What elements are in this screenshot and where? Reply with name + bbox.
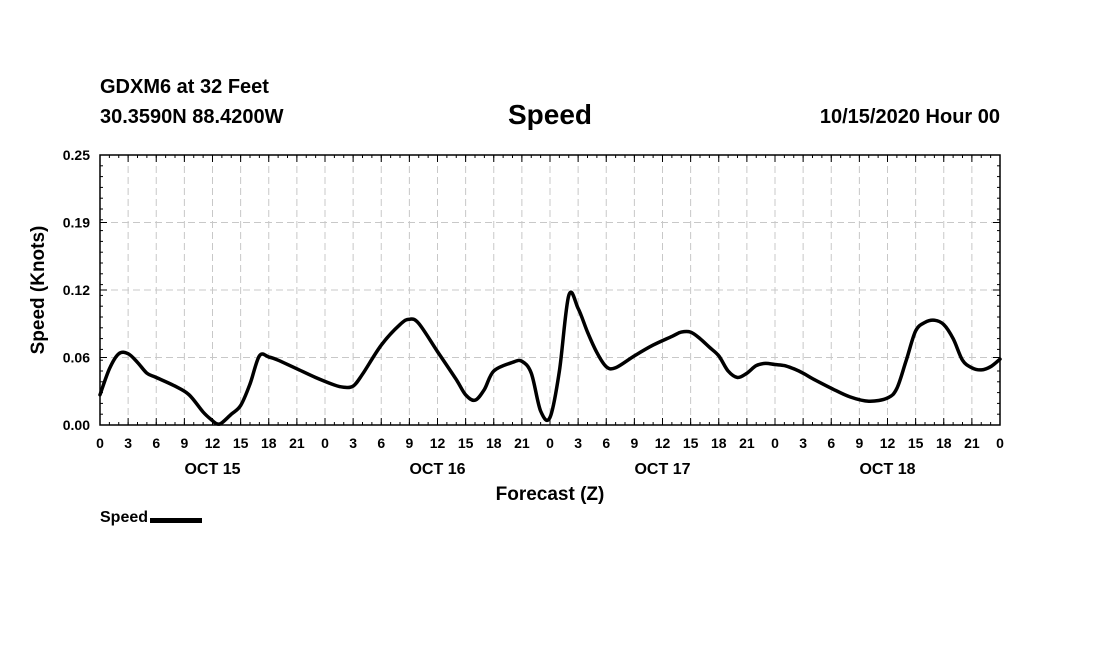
x-tick-label: 6 (827, 435, 835, 451)
x-tick-label: 12 (880, 435, 896, 451)
x-tick-label: 0 (771, 435, 779, 451)
x-axis-label: Forecast (Z) (496, 484, 605, 505)
legend-label: Speed (100, 509, 149, 526)
x-tick-label: 9 (405, 435, 413, 451)
day-label: OCT 18 (859, 461, 915, 478)
y-tick-label: 0.19 (63, 215, 90, 231)
y-axis-label: Speed (Knots) (28, 226, 49, 355)
x-tick-label: 9 (180, 435, 188, 451)
legend-swatch (150, 517, 203, 523)
x-tick-label: 3 (349, 435, 357, 451)
x-tick-label: 0 (321, 435, 329, 451)
series-line-speed (98, 290, 1002, 426)
chart-title: Speed (507, 99, 593, 130)
day-label: OCT 15 (184, 461, 240, 478)
x-tick-label: 18 (711, 435, 727, 451)
x-tick-label: 18 (936, 435, 952, 451)
x-tick-label: 21 (514, 435, 530, 451)
coordinates-label: 30.3590N 88.4200W (100, 106, 284, 128)
run-time-label: 10/15/2020 Hour 00 (819, 106, 1000, 128)
x-tick-label: 3 (799, 435, 807, 451)
y-tick-label: 0.00 (63, 417, 90, 433)
x-tick-label: 0 (546, 435, 554, 451)
x-tick-label: 9 (630, 435, 638, 451)
x-tick-label: 0 (96, 435, 104, 451)
station-label: GDXM6 at 32 Feet (100, 76, 269, 98)
x-tick-label: 21 (964, 435, 980, 451)
x-tick-label: 15 (908, 435, 924, 451)
x-tick-label: 3 (574, 435, 582, 451)
day-label: OCT 17 (634, 461, 690, 478)
y-tick-label: 0.12 (63, 282, 90, 298)
x-tick-label: 15 (233, 435, 249, 451)
x-tick-label: 18 (486, 435, 502, 451)
y-tick-label: 0.25 (63, 147, 90, 163)
x-tick-label: 0 (996, 435, 1004, 451)
x-tick-label: 12 (430, 435, 446, 451)
x-tick-label: 6 (152, 435, 160, 451)
x-tick-label: 6 (377, 435, 385, 451)
x-tick-label: 3 (124, 435, 132, 451)
x-tick-label: 9 (855, 435, 863, 451)
x-tick-label: 21 (289, 435, 305, 451)
legend: Speed (100, 509, 203, 527)
y-tick-label: 0.06 (63, 350, 90, 366)
x-tick-label: 18 (261, 435, 277, 451)
x-tick-label: 12 (655, 435, 671, 451)
x-tick-label: 21 (739, 435, 755, 451)
x-tick-label: 6 (602, 435, 610, 451)
plot-frame (99, 154, 1001, 426)
day-label: OCT 16 (409, 461, 465, 478)
x-tick-label: 15 (458, 435, 474, 451)
x-tick-label: 12 (205, 435, 221, 451)
x-tick-label: 15 (683, 435, 699, 451)
